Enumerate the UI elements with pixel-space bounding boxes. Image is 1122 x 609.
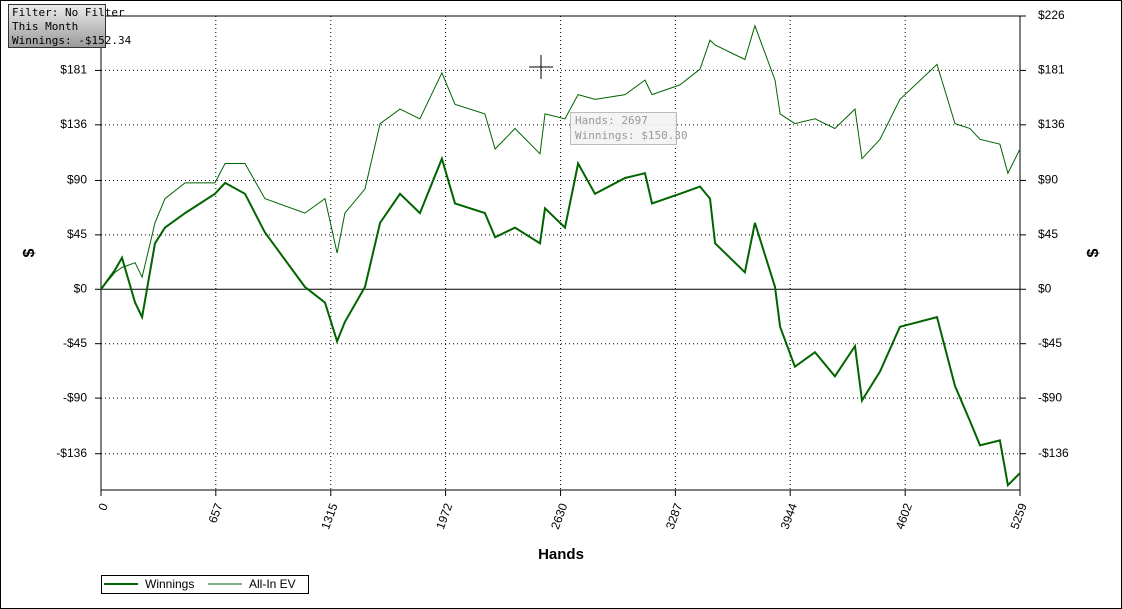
filter-line: Filter: No Filter [12, 6, 125, 19]
y-tick-label: $181 [60, 63, 87, 77]
y2-tick-label: $181 [1038, 63, 1065, 77]
tooltip: Hands: 2697 Winnings: $150.30 [570, 112, 688, 145]
series-line [100, 155, 1021, 488]
filter-box: Filter: No Filter This Month Winnings: -… [8, 4, 132, 48]
y2-tick-label: -$90 [1038, 390, 1062, 404]
crosshair [529, 55, 553, 79]
y-tick-label: $90 [67, 173, 87, 187]
tooltip-line: Hands: 2697 [575, 114, 648, 127]
tooltip-line: Winnings: $150.30 [575, 129, 688, 142]
x-tick-label: 657 [206, 501, 226, 525]
legend: Winnings All-In EV [101, 575, 309, 594]
y2-tick-label: -$45 [1038, 336, 1062, 350]
plot-border [100, 15, 1021, 491]
filter-line: This Month [12, 20, 78, 33]
y-tick-label: $136 [60, 117, 87, 131]
y-tick-label: -$45 [63, 336, 87, 350]
y2-axis-label: $ [1085, 248, 1102, 257]
y2-tick-label: $0 [1038, 281, 1052, 295]
legend-label: All-In EV [249, 577, 296, 591]
y-tick-label: -$136 [56, 446, 87, 460]
x-tick-label: 0 [95, 501, 111, 512]
y2-tick-label: -$136 [1038, 446, 1069, 460]
y-tick-label: -$90 [63, 390, 87, 404]
y-tick-label: $45 [67, 227, 87, 241]
y2-tick-label: $226 [1038, 8, 1065, 22]
y2-tick-label: $45 [1038, 227, 1058, 241]
y2-tick-label: $136 [1038, 117, 1065, 131]
y2-tick-label: $90 [1038, 173, 1058, 187]
plot-area: $226$226$181$181$136$136$90$90$45$45$0$0… [56, 8, 1069, 531]
y-axis-label: $ [21, 248, 38, 257]
x-axis-label: Hands [538, 546, 584, 563]
y-tick-label: $0 [74, 281, 88, 295]
series-line [100, 24, 1021, 290]
filter-line: Winnings: -$152.34 [12, 34, 132, 47]
legend-label: Winnings [145, 577, 194, 591]
